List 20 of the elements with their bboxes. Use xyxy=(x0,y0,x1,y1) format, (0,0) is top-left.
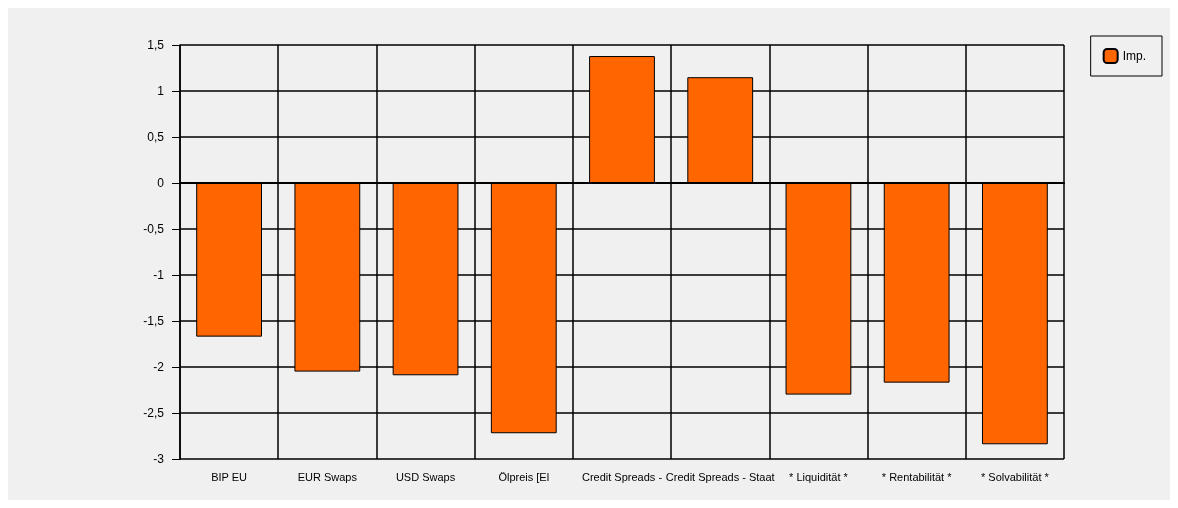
y-tick-label: -0,5 xyxy=(143,222,165,236)
x-tick-label: Ölpreis [El xyxy=(498,470,550,483)
y-tick-label: -2 xyxy=(153,360,165,374)
y-tick-label: 1,5 xyxy=(147,38,165,52)
x-tick-label: Credit Spreads - xyxy=(581,470,663,483)
y-tick-label: -2,5 xyxy=(143,406,165,420)
x-tick-label: * Rentabilität * xyxy=(881,470,953,483)
y-tick-label: 1 xyxy=(157,84,165,98)
x-tick-label: * Liquidität * xyxy=(789,470,849,483)
x-tick-label: EUR Swaps xyxy=(297,470,358,483)
y-tick-label: -1 xyxy=(153,268,165,282)
x-tick-label: * Solvabilität * xyxy=(980,470,1050,483)
y-tick-label: 0,5 xyxy=(147,130,165,144)
x-tick-label: BIP EU xyxy=(211,470,248,483)
y-tick-label: -3 xyxy=(153,452,165,466)
x-tick-label: Credit Spreads - Staat xyxy=(665,470,775,483)
x-tick-label: USD Swaps xyxy=(395,470,456,483)
legend-label: Imp. xyxy=(1122,49,1147,63)
y-tick-label: -1,5 xyxy=(143,314,165,328)
y-tick-label: 0 xyxy=(157,176,165,190)
